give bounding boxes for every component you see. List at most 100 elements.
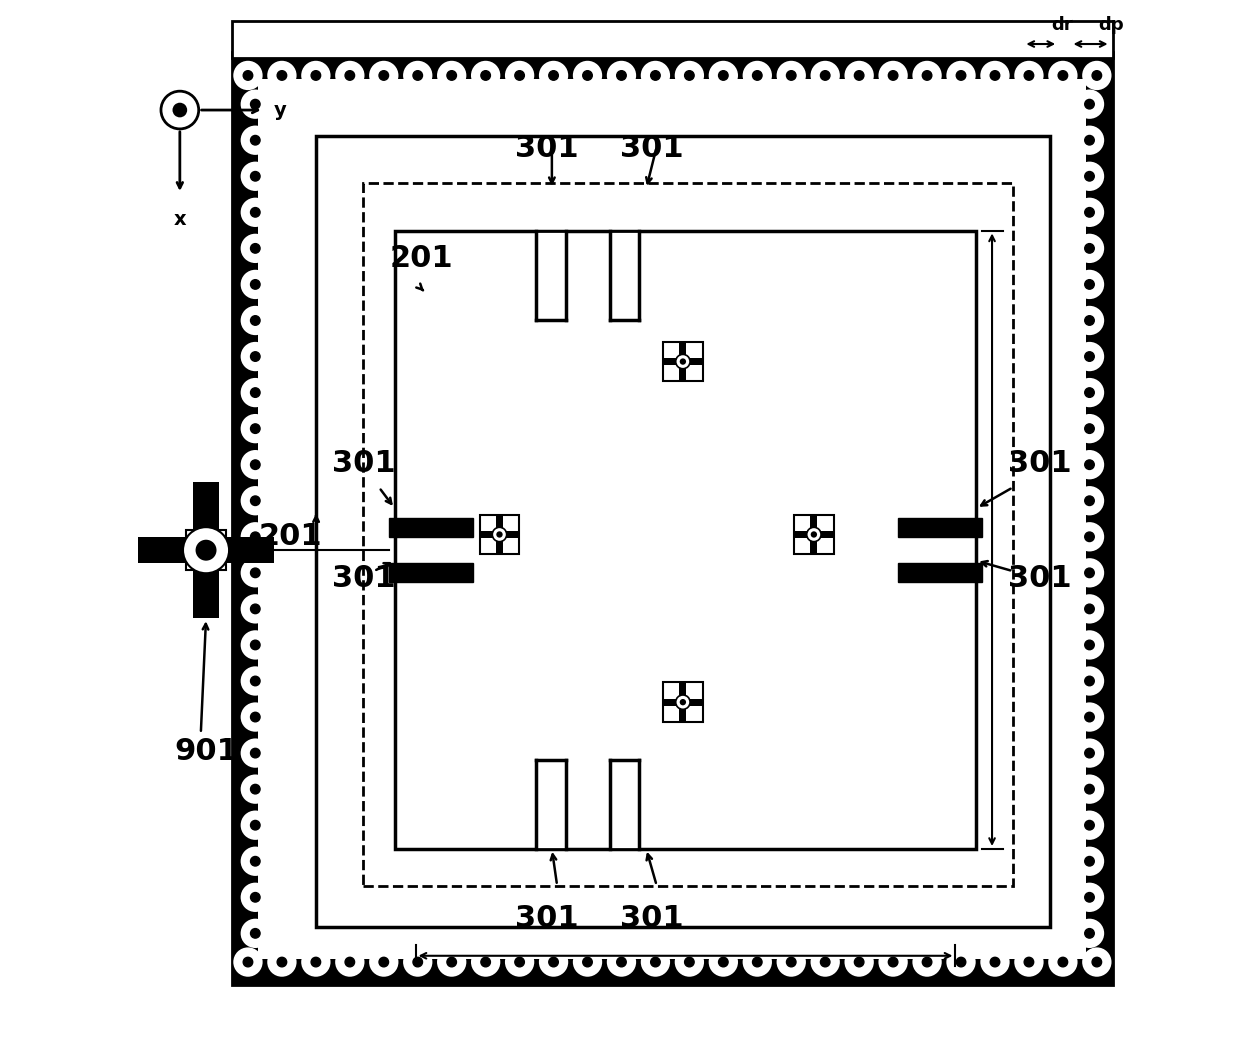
Circle shape	[481, 957, 490, 967]
Circle shape	[496, 531, 502, 538]
Circle shape	[336, 948, 363, 976]
Circle shape	[250, 713, 260, 722]
Bar	[898, 564, 982, 583]
Circle shape	[1085, 821, 1094, 830]
Circle shape	[1085, 460, 1094, 470]
Circle shape	[472, 948, 500, 976]
Bar	[680, 682, 687, 722]
Bar	[663, 682, 703, 722]
Circle shape	[242, 560, 269, 587]
Circle shape	[250, 460, 260, 470]
Circle shape	[404, 62, 432, 89]
Circle shape	[242, 162, 269, 190]
Text: 901: 901	[175, 737, 238, 766]
Circle shape	[1076, 451, 1104, 478]
Circle shape	[914, 62, 941, 89]
Circle shape	[161, 91, 198, 129]
Circle shape	[821, 957, 830, 967]
Circle shape	[583, 70, 593, 81]
Circle shape	[242, 415, 269, 442]
Circle shape	[438, 948, 465, 976]
Circle shape	[807, 527, 821, 542]
Circle shape	[242, 776, 269, 803]
Bar	[680, 342, 687, 381]
Circle shape	[879, 948, 906, 976]
Circle shape	[1076, 307, 1104, 334]
Circle shape	[250, 893, 260, 902]
Circle shape	[413, 957, 423, 967]
Circle shape	[777, 62, 805, 89]
Circle shape	[718, 957, 728, 967]
Circle shape	[242, 127, 269, 154]
Bar	[316, 136, 1050, 927]
Circle shape	[821, 70, 830, 81]
Bar	[258, 79, 1086, 959]
Circle shape	[709, 948, 737, 976]
Circle shape	[811, 62, 838, 89]
Circle shape	[481, 70, 490, 81]
Circle shape	[583, 957, 593, 967]
Circle shape	[242, 631, 269, 658]
Circle shape	[1076, 270, 1104, 298]
Circle shape	[1076, 740, 1104, 767]
Circle shape	[1085, 893, 1094, 902]
Bar	[363, 183, 1013, 886]
Text: dr: dr	[1052, 16, 1073, 34]
Circle shape	[642, 948, 670, 976]
Circle shape	[811, 531, 817, 538]
Circle shape	[243, 70, 253, 81]
Text: 301: 301	[515, 134, 579, 163]
Circle shape	[379, 70, 388, 81]
Circle shape	[539, 62, 567, 89]
Circle shape	[268, 62, 295, 89]
Circle shape	[574, 948, 601, 976]
Circle shape	[250, 929, 260, 938]
Circle shape	[242, 523, 269, 550]
Circle shape	[1076, 595, 1104, 623]
Circle shape	[268, 948, 295, 976]
Circle shape	[303, 62, 330, 89]
Circle shape	[515, 957, 525, 967]
Circle shape	[1076, 487, 1104, 515]
Circle shape	[1049, 62, 1076, 89]
Circle shape	[345, 957, 355, 967]
Circle shape	[1076, 127, 1104, 154]
Circle shape	[243, 957, 253, 967]
Circle shape	[250, 172, 260, 181]
Circle shape	[242, 199, 269, 226]
Circle shape	[242, 487, 269, 515]
Circle shape	[250, 100, 260, 109]
Text: 301: 301	[620, 904, 683, 934]
Circle shape	[888, 70, 898, 81]
Circle shape	[1085, 568, 1094, 577]
Circle shape	[1085, 388, 1094, 397]
Circle shape	[923, 957, 931, 967]
Circle shape	[242, 595, 269, 623]
Circle shape	[991, 957, 999, 967]
Bar	[898, 519, 982, 538]
Circle shape	[371, 62, 397, 89]
Circle shape	[1076, 199, 1104, 226]
Text: 301: 301	[332, 449, 396, 478]
Circle shape	[311, 70, 321, 81]
Circle shape	[404, 948, 432, 976]
Bar	[480, 515, 520, 554]
Circle shape	[242, 307, 269, 334]
Circle shape	[1085, 315, 1094, 325]
Circle shape	[242, 920, 269, 947]
Circle shape	[947, 62, 975, 89]
Circle shape	[1085, 856, 1094, 866]
Circle shape	[242, 883, 269, 911]
Circle shape	[1024, 957, 1034, 967]
Circle shape	[1076, 560, 1104, 587]
Circle shape	[250, 748, 260, 758]
Circle shape	[1085, 713, 1094, 722]
Circle shape	[250, 604, 260, 614]
Bar	[536, 231, 565, 320]
Circle shape	[1085, 100, 1094, 109]
Bar	[794, 515, 833, 554]
Circle shape	[811, 948, 838, 976]
Circle shape	[1076, 379, 1104, 407]
Circle shape	[1085, 172, 1094, 181]
Circle shape	[345, 70, 355, 81]
